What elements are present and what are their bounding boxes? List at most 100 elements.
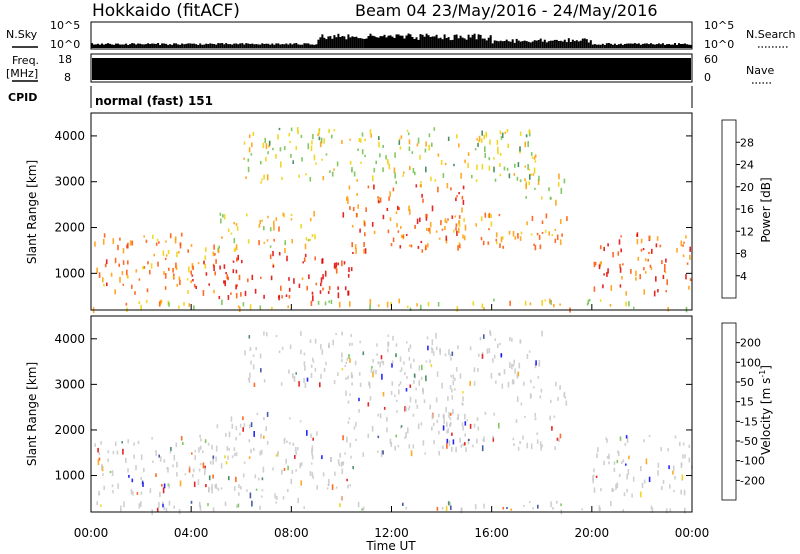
scatter-cell bbox=[536, 232, 539, 236]
nsky-bar bbox=[165, 43, 168, 48]
scatter-cell bbox=[319, 141, 322, 148]
nsky-bar bbox=[585, 39, 588, 48]
scatter-cell bbox=[494, 338, 496, 341]
scatter-cell bbox=[688, 457, 691, 463]
nsky-bar bbox=[493, 40, 496, 48]
scatter-cell bbox=[278, 350, 281, 354]
scatter-cell bbox=[268, 140, 271, 146]
scatter-cell bbox=[350, 455, 352, 459]
scatter-cell bbox=[98, 457, 101, 461]
scatter-cell bbox=[655, 276, 657, 282]
scatter-cell bbox=[453, 163, 455, 167]
scatter-cell bbox=[360, 161, 362, 164]
scatter-cell bbox=[387, 348, 389, 353]
scatter-cell bbox=[525, 196, 527, 199]
scatter-cell bbox=[372, 175, 374, 182]
scatter-cell bbox=[150, 263, 153, 269]
scatter-cell bbox=[451, 215, 454, 219]
scatter-cell bbox=[438, 451, 440, 456]
scatter-cell bbox=[408, 146, 411, 151]
scatter-cell bbox=[602, 284, 604, 289]
scatter-cell bbox=[259, 305, 262, 310]
scatter-cell bbox=[263, 226, 265, 231]
scatter-cell bbox=[351, 342, 353, 346]
scatter-cell bbox=[342, 461, 345, 466]
scatter-cell bbox=[178, 251, 180, 254]
nsky-bar bbox=[561, 41, 564, 48]
scatter-cell bbox=[310, 300, 313, 306]
xtick-label: 20:00 bbox=[575, 526, 610, 540]
scatter-cell bbox=[561, 233, 563, 237]
scatter-cell bbox=[474, 503, 477, 510]
nsky-bar bbox=[537, 40, 540, 48]
scatter-cell bbox=[632, 476, 635, 482]
scatter-cell bbox=[404, 406, 406, 412]
scatter-cell bbox=[205, 247, 207, 252]
scatter-cell bbox=[263, 294, 265, 299]
scatter-cell bbox=[248, 424, 251, 429]
nsky-bar bbox=[227, 44, 230, 48]
scatter-cell bbox=[259, 220, 261, 225]
scatter-cell bbox=[236, 257, 238, 262]
scatter-cell bbox=[298, 174, 300, 178]
scatter-cell bbox=[408, 139, 411, 145]
scatter-cell bbox=[375, 369, 377, 375]
scatter-cell bbox=[371, 365, 373, 369]
scatter-cell bbox=[476, 417, 479, 421]
scatter-cell bbox=[311, 234, 314, 238]
scatter-cell bbox=[344, 286, 347, 291]
scatter-cell bbox=[192, 265, 194, 271]
colorbar-tick-label: 4 bbox=[740, 270, 747, 283]
scatter-cell bbox=[372, 358, 374, 363]
scatter-cell bbox=[347, 375, 349, 380]
ytick-label: 3000 bbox=[54, 377, 85, 391]
scatter-cell bbox=[152, 460, 154, 463]
scatter-cell bbox=[173, 505, 175, 509]
nsky-bar bbox=[143, 44, 146, 48]
scatter-cell bbox=[347, 484, 349, 489]
scatter-cell bbox=[325, 153, 328, 156]
nsky-bar bbox=[481, 38, 484, 48]
cpid-panel: CPID normal (fast) 151 bbox=[8, 86, 693, 108]
scatter-cell bbox=[269, 254, 272, 260]
scatter-cell bbox=[345, 361, 348, 365]
station-title: Hokkaido (fitACF) bbox=[92, 1, 240, 21]
nsky-bar bbox=[509, 41, 512, 48]
scatter-cell bbox=[441, 507, 444, 510]
scatter-cell bbox=[528, 131, 531, 137]
scatter-cell bbox=[648, 476, 651, 482]
scatter-cell bbox=[208, 475, 211, 481]
scatter-cell bbox=[498, 213, 501, 217]
scatter-cell bbox=[398, 389, 400, 395]
scatter-cell bbox=[399, 356, 402, 362]
nsky-bar bbox=[181, 43, 184, 48]
nsky-bar bbox=[670, 44, 672, 48]
scatter-cell bbox=[534, 160, 537, 163]
scatter-cell bbox=[145, 299, 148, 304]
scatter-cell bbox=[446, 443, 448, 449]
scatter-cell bbox=[533, 156, 536, 160]
nsky-tick-bottom: 10^0 bbox=[50, 38, 80, 51]
scatter-cell bbox=[449, 423, 451, 428]
scatter-cell bbox=[428, 144, 430, 151]
nsky-bar bbox=[111, 44, 113, 48]
scatter-cell bbox=[295, 372, 297, 375]
scatter-cell bbox=[300, 330, 302, 336]
xtick-label: 08:00 bbox=[274, 526, 309, 540]
scatter-cell bbox=[508, 230, 511, 235]
scatter-cell bbox=[514, 368, 516, 374]
scatter-cell bbox=[379, 413, 382, 419]
scatter-cell bbox=[483, 334, 485, 339]
nsky-bar bbox=[193, 43, 196, 48]
scatter-cell bbox=[232, 260, 235, 263]
scatter-cell bbox=[365, 207, 367, 212]
nsky-bar bbox=[167, 44, 170, 48]
scatter-cell bbox=[554, 238, 557, 243]
nsky-bar bbox=[515, 38, 518, 48]
scatter-cell bbox=[369, 129, 372, 135]
scatter-cell bbox=[235, 426, 238, 431]
nsky-bar bbox=[479, 34, 482, 48]
scatter-cell bbox=[553, 304, 555, 308]
nsky-bar bbox=[635, 43, 638, 48]
scatter-cell bbox=[431, 426, 433, 431]
